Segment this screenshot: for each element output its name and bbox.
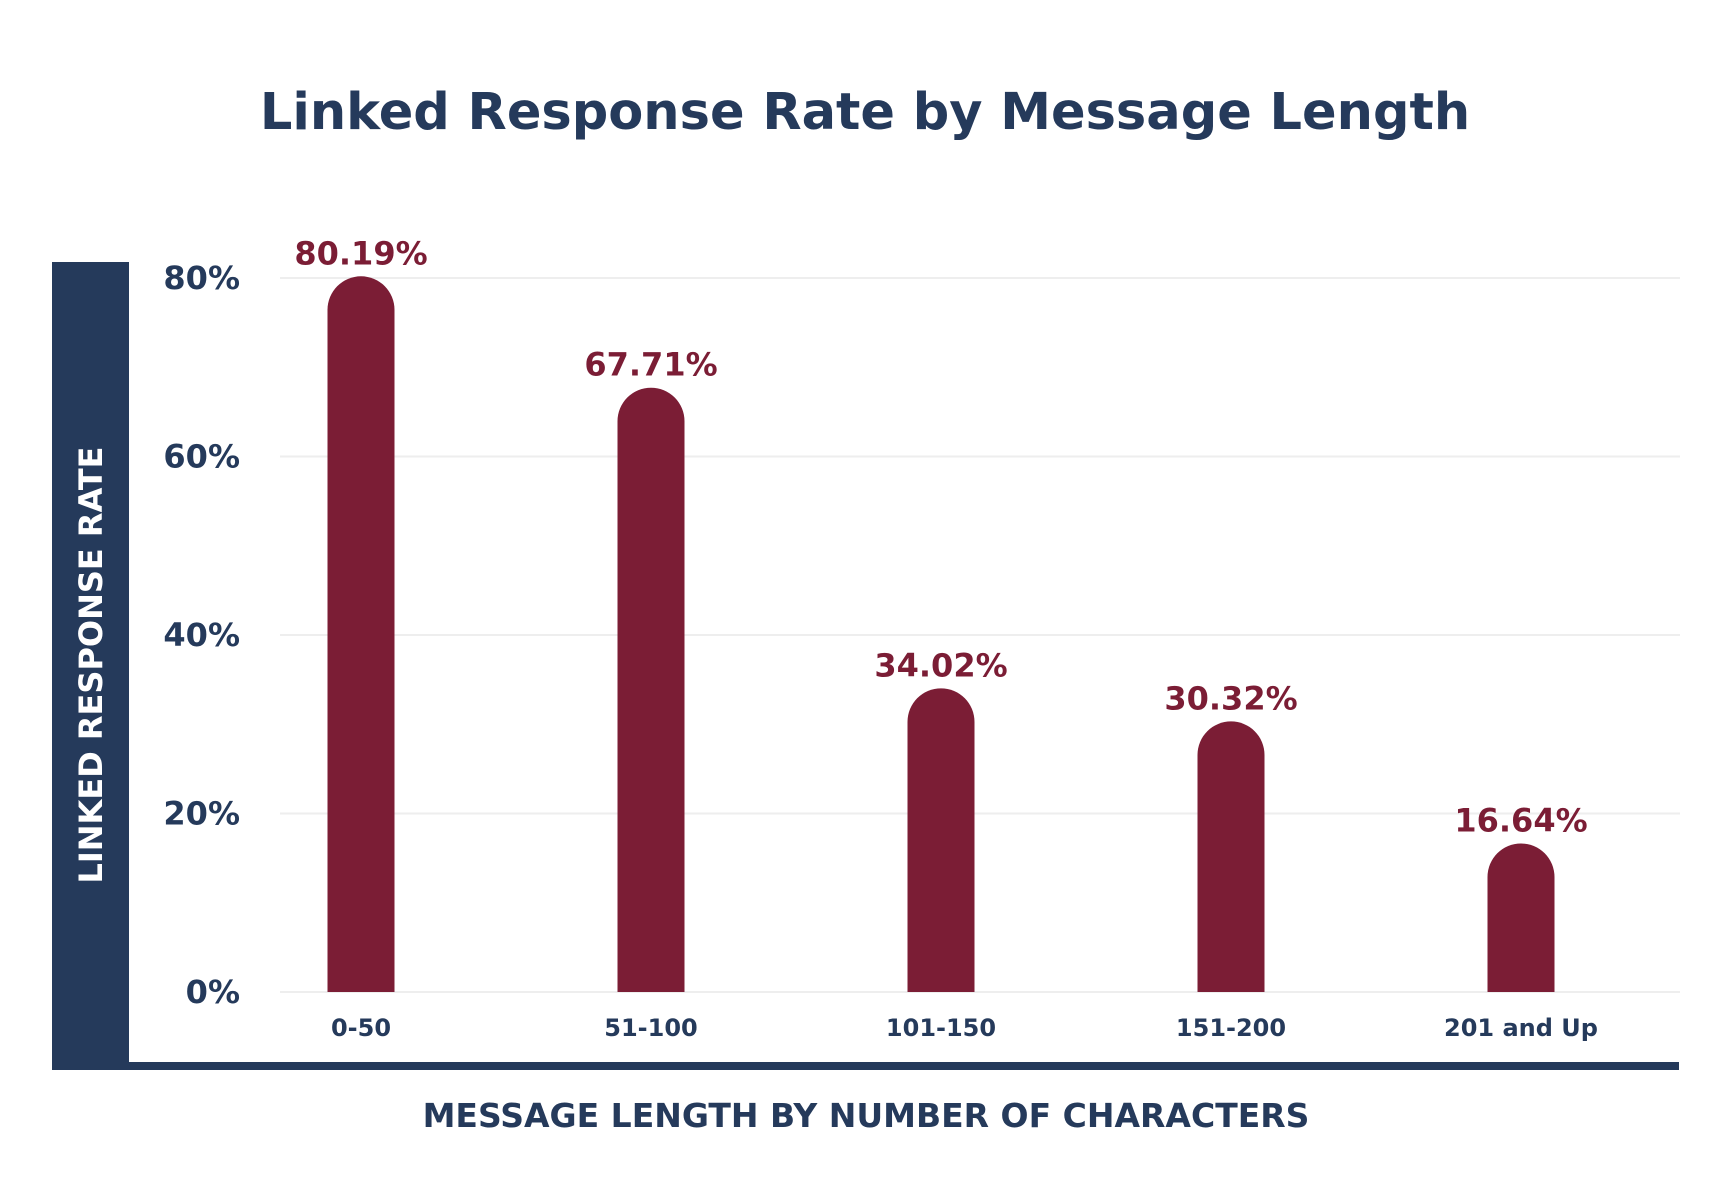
value-label: 67.71% [584, 346, 717, 384]
value-label: 30.32% [1164, 679, 1297, 717]
y-tick-label: 20% [163, 795, 240, 833]
x-axis-label: MESSAGE LENGTH BY NUMBER OF CHARACTERS [423, 1096, 1310, 1135]
gridlines [280, 277, 1680, 993]
bar [1487, 843, 1555, 992]
y-tick-label: 60% [163, 438, 240, 476]
category-labels: 0-50 51-100 101-150 151-200 201 and Up [331, 1014, 1598, 1042]
value-labels: 80.19% 67.71% 34.02% 30.32% 16.64% [294, 234, 1587, 839]
bar [617, 387, 685, 992]
x-axis-line [52, 1062, 1679, 1070]
value-label: 80.19% [294, 234, 427, 272]
y-axis-band [52, 262, 129, 1070]
category-label: 151-200 [1176, 1014, 1286, 1042]
value-label: 16.64% [1454, 801, 1587, 839]
category-label: 51-100 [604, 1014, 697, 1042]
category-label: 0-50 [331, 1014, 391, 1042]
y-tick-labels: 0% 20% 40% 60% 80% [163, 259, 240, 1011]
value-label: 34.02% [874, 646, 1007, 684]
y-tick-label: 0% [186, 973, 240, 1011]
y-axis-label: LINKED RESPONSE RATE [72, 446, 110, 883]
bar [1197, 721, 1265, 992]
y-tick-label: 40% [163, 616, 240, 654]
bar [327, 276, 395, 992]
bars [327, 276, 1555, 992]
y-tick-label: 80% [163, 259, 240, 297]
bar [907, 688, 975, 992]
category-label: 101-150 [886, 1014, 996, 1042]
chart-title: Linked Response Rate by Message Length [260, 83, 1470, 142]
category-label: 201 and Up [1444, 1014, 1598, 1042]
